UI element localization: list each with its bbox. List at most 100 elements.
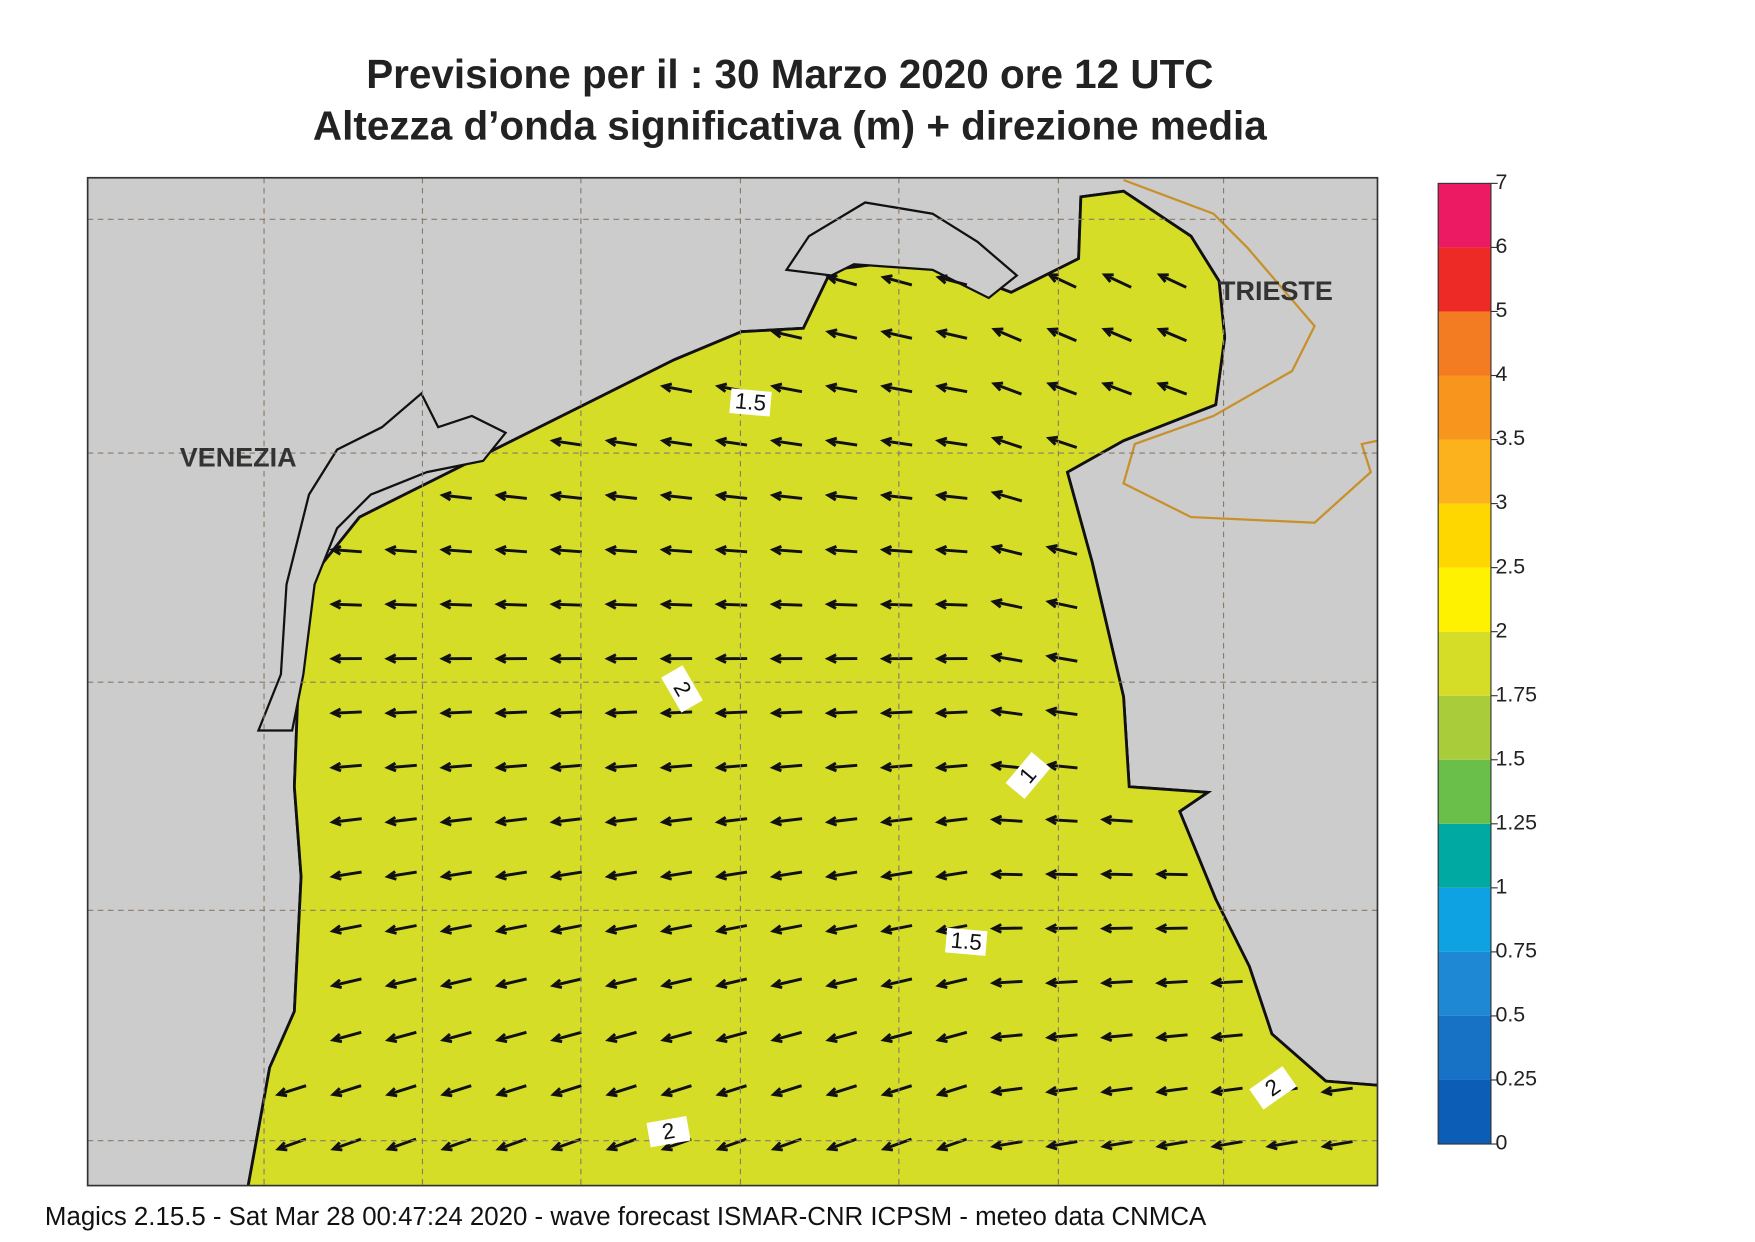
arrow — [494, 761, 528, 773]
arrow — [715, 1084, 747, 1098]
arrow — [329, 707, 362, 719]
arrow — [1046, 381, 1078, 396]
contour-label-text: 2 — [660, 1118, 677, 1145]
arrow — [439, 707, 472, 719]
arrow — [1044, 868, 1078, 880]
contour-label: 2 — [661, 665, 703, 713]
arrow — [329, 599, 362, 610]
contour-label-bg — [1249, 1066, 1297, 1110]
arrow — [880, 1084, 913, 1098]
colorbar-swatch — [1438, 503, 1491, 568]
arrow — [935, 1030, 968, 1044]
arrow — [990, 1140, 1023, 1151]
arrow — [1155, 1140, 1188, 1151]
arrow — [1155, 868, 1188, 880]
contour-label-text: 1.5 — [950, 928, 983, 956]
arrow — [549, 816, 583, 827]
colorbar-label: 1 — [1495, 874, 1507, 898]
contour-label: 1.5 — [729, 388, 772, 417]
contour-label-bg — [1005, 752, 1051, 799]
arrow — [990, 1085, 1023, 1097]
arrow — [880, 382, 913, 394]
colorbar-label: 0.5 — [1495, 1003, 1525, 1027]
arrow — [879, 707, 913, 719]
arrow — [934, 761, 968, 773]
place-label: VENEZIA — [180, 443, 297, 473]
arrow — [714, 653, 748, 664]
arrow — [935, 328, 968, 340]
contour-label-bg — [661, 665, 703, 713]
arrow — [714, 870, 748, 881]
arrow — [549, 490, 583, 502]
arrow — [1045, 1031, 1078, 1043]
arrow — [549, 924, 583, 935]
arrow — [329, 761, 362, 773]
arrow — [604, 707, 638, 719]
arrow — [879, 761, 913, 773]
arrow — [384, 924, 417, 935]
arrow — [440, 1084, 472, 1098]
arrow — [439, 870, 472, 881]
arrow — [1044, 923, 1078, 934]
arrow — [1100, 1031, 1133, 1043]
arrow — [384, 977, 417, 989]
arrow — [825, 1030, 858, 1044]
arrow — [989, 977, 1023, 988]
arrow — [879, 490, 913, 502]
arrow — [824, 436, 858, 448]
arrow — [825, 924, 858, 935]
arrow — [769, 436, 803, 448]
arrow — [879, 599, 913, 610]
arrow — [770, 977, 803, 989]
arrow — [329, 977, 362, 989]
arrow — [1101, 327, 1132, 343]
arrow — [769, 545, 803, 556]
arrow — [769, 816, 803, 827]
arrow — [330, 1084, 362, 1098]
arrow — [549, 545, 583, 556]
arrow — [989, 923, 1023, 934]
arrow — [824, 599, 858, 610]
arrow — [769, 707, 803, 719]
arrow — [879, 545, 913, 556]
arrow — [824, 707, 858, 719]
arrow — [604, 761, 638, 773]
colorbar-swatch — [1438, 631, 1491, 696]
colorbar-label: 1.25 — [1495, 810, 1537, 834]
arrow — [604, 436, 638, 448]
arrow — [1045, 543, 1078, 556]
arrow — [494, 490, 528, 502]
arrow — [329, 545, 362, 556]
arrow — [879, 816, 913, 827]
contour-labels: 1.5 2 1 1.5 2 2 — [646, 388, 1297, 1148]
colorbar-label: 7 — [1495, 170, 1507, 194]
arrow — [659, 436, 693, 448]
arrow — [1320, 1085, 1353, 1097]
colorbar-label: 6 — [1495, 234, 1507, 258]
arrow — [385, 1084, 417, 1098]
arrow — [1155, 923, 1188, 934]
map-frame — [86, 176, 1379, 1187]
arrow — [1046, 273, 1077, 289]
arrow — [1210, 1031, 1243, 1043]
contour-label-bg — [729, 388, 772, 417]
arrow — [439, 924, 472, 935]
arrow — [880, 274, 913, 287]
arrow — [770, 1084, 802, 1098]
arrow — [769, 924, 803, 935]
arrow — [714, 761, 748, 773]
arrow — [769, 761, 803, 773]
arrow — [495, 1030, 527, 1044]
colorbar-label: 2.5 — [1495, 554, 1525, 578]
arrow — [549, 870, 583, 881]
arrow — [1045, 598, 1078, 610]
arrow — [825, 274, 858, 287]
map: VENEZIA TRIESTE 1.5 2 1 1.5 2 2 — [86, 176, 1379, 1187]
arrow — [604, 870, 638, 881]
arrow — [384, 761, 417, 773]
arrow — [990, 652, 1023, 663]
arrow — [439, 977, 472, 989]
colorbar-label: 3 — [1495, 490, 1507, 514]
arrow — [439, 490, 472, 502]
arrow — [935, 1084, 968, 1098]
